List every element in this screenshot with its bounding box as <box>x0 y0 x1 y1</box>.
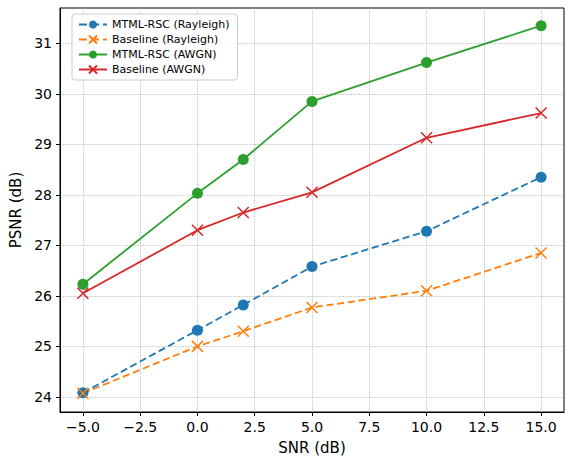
svg-text:30: 30 <box>34 86 52 102</box>
svg-text:29: 29 <box>34 136 52 152</box>
svg-text:24: 24 <box>34 389 52 405</box>
svg-text:−2.5: −2.5 <box>123 419 157 435</box>
svg-text:25: 25 <box>34 338 52 354</box>
svg-text:MTML-RSC (AWGN): MTML-RSC (AWGN) <box>112 48 217 61</box>
svg-text:0.0: 0.0 <box>186 419 208 435</box>
svg-text:5.0: 5.0 <box>301 419 323 435</box>
svg-text:Baseline (Rayleigh): Baseline (Rayleigh) <box>112 33 218 46</box>
svg-text:−5.0: −5.0 <box>66 419 100 435</box>
svg-text:7.5: 7.5 <box>358 419 380 435</box>
svg-text:26: 26 <box>34 288 52 304</box>
svg-text:10.0: 10.0 <box>411 419 442 435</box>
svg-text:27: 27 <box>34 237 52 253</box>
svg-text:28: 28 <box>34 187 52 203</box>
svg-text:Baseline (AWGN): Baseline (AWGN) <box>112 63 205 76</box>
svg-text:MTML-RSC (Rayleigh): MTML-RSC (Rayleigh) <box>112 18 229 31</box>
svg-text:31: 31 <box>34 35 52 51</box>
svg-text:12.5: 12.5 <box>468 419 499 435</box>
svg-text:SNR (dB): SNR (dB) <box>278 439 345 457</box>
svg-text:15.0: 15.0 <box>526 419 557 435</box>
svg-text:PSNR (dB): PSNR (dB) <box>7 172 25 249</box>
svg-text:2.5: 2.5 <box>244 419 266 435</box>
